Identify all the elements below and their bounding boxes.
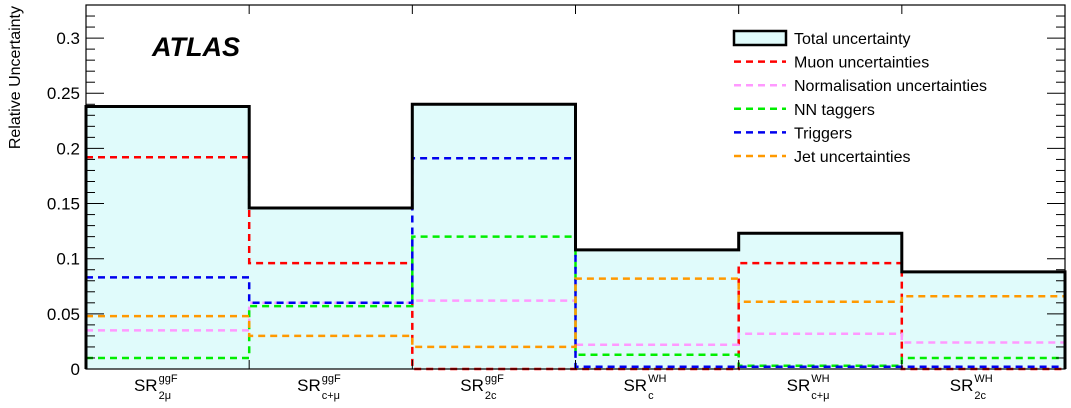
- atlas-label: ATLAS: [151, 32, 240, 62]
- category-main-label: SR: [134, 376, 158, 395]
- x-tick-label-2: SR ggF 2c: [460, 373, 504, 402]
- y-tick-label: 0.1: [56, 250, 80, 269]
- legend-label-2: Normalisation uncertainties: [794, 78, 987, 95]
- category-superscript: ggF: [159, 373, 178, 385]
- series-line-jet-uncertainties: [86, 277, 1065, 349]
- y-tick-label: 0.15: [47, 195, 80, 214]
- category-main-label: SR: [460, 376, 484, 395]
- legend-label-3: NN taggers: [794, 102, 875, 119]
- legend: Total uncertainty Muon uncertainties Norma…: [732, 29, 987, 166]
- x-tick-label-0: SR ggF 2μ: [134, 373, 178, 402]
- total-uncertainty-bar-1: [249, 208, 413, 369]
- total-uncertainty-bar-5: [901, 271, 1065, 369]
- x-tick-label-4: SR WH c+μ: [787, 373, 830, 402]
- series-line-nn-taggers: [86, 235, 1065, 367]
- legend-label-5: Jet uncertainties: [794, 149, 911, 166]
- legend-label-0: Total uncertainty: [794, 31, 911, 48]
- category-subscript: 2c: [974, 390, 986, 402]
- category-superscript: WH: [648, 373, 666, 385]
- y-tick-label: 0.2: [56, 139, 80, 158]
- category-main-label: SR: [950, 376, 974, 395]
- category-main-label: SR: [297, 376, 321, 395]
- category-superscript: ggF: [322, 373, 341, 385]
- category-superscript: WH: [811, 373, 829, 385]
- total-uncertainty-outline: [84, 102, 1067, 369]
- x-tick-label-5: SR WH 2c: [950, 373, 993, 402]
- x-tick-label-3: SR WH c: [623, 373, 666, 402]
- category-subscript: c: [648, 390, 654, 402]
- x-tick-label-1: SR ggF c+μ: [297, 373, 341, 402]
- category-subscript: c+μ: [322, 390, 340, 402]
- series-line-triggers: [86, 157, 1065, 369]
- category-subscript: 2μ: [159, 390, 171, 402]
- total-uncertainty-bar-0: [86, 106, 250, 369]
- category-subscript: c+μ: [811, 390, 829, 402]
- category-subscript: 2c: [485, 390, 497, 402]
- total-uncertainty-bar-3: [575, 249, 739, 369]
- y-tick-label: 0.05: [47, 305, 80, 324]
- y-axis-title: Relative Uncertainty: [7, 6, 24, 149]
- category-main-label: SR: [787, 376, 811, 395]
- category-superscript: WH: [974, 373, 992, 385]
- y-tick-label: 0.25: [47, 84, 80, 103]
- legend-label-1: Muon uncertainties: [794, 55, 929, 72]
- y-tick-label: 0: [71, 360, 80, 379]
- category-main-label: SR: [623, 376, 647, 395]
- category-superscript: ggF: [485, 373, 504, 385]
- legend-symbol-total: [732, 29, 788, 47]
- y-tick-label: 0.3: [56, 29, 80, 48]
- legend-label-4: Triggers: [794, 125, 852, 142]
